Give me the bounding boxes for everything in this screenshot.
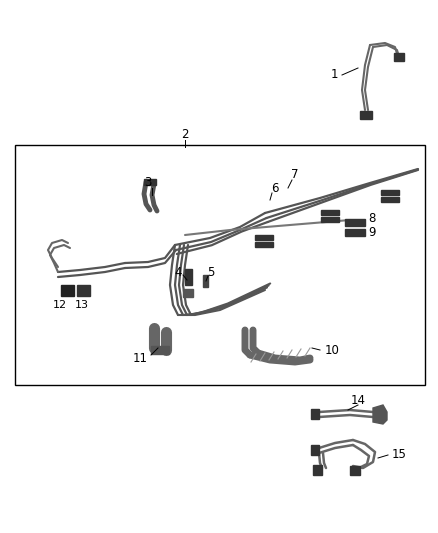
Bar — [360, 111, 372, 119]
Text: 3: 3 — [144, 176, 152, 190]
Text: 1: 1 — [331, 69, 338, 82]
Bar — [321, 216, 339, 222]
Bar — [345, 229, 365, 236]
Bar — [350, 465, 360, 474]
Text: 14: 14 — [350, 393, 365, 407]
Text: 13: 13 — [75, 300, 89, 310]
Bar — [311, 409, 319, 419]
Text: 6: 6 — [271, 182, 279, 195]
Bar — [311, 445, 319, 455]
Bar — [77, 285, 89, 295]
Bar — [202, 275, 208, 287]
Bar — [60, 285, 74, 295]
Bar — [381, 190, 399, 195]
Text: 15: 15 — [392, 448, 407, 462]
Text: 11: 11 — [133, 351, 148, 365]
Bar — [321, 209, 339, 214]
Bar — [183, 289, 193, 297]
Text: 2: 2 — [181, 128, 189, 141]
Bar — [144, 179, 156, 185]
Bar — [381, 197, 399, 201]
Bar — [394, 53, 404, 61]
Bar — [255, 235, 273, 239]
Text: 8: 8 — [368, 212, 375, 224]
Text: 9: 9 — [368, 225, 375, 238]
Text: 12: 12 — [53, 300, 67, 310]
Bar — [184, 269, 191, 285]
Text: 10: 10 — [325, 343, 340, 357]
Text: 4: 4 — [174, 265, 182, 279]
Bar — [151, 346, 169, 354]
Polygon shape — [373, 405, 387, 424]
Text: 7: 7 — [291, 168, 299, 182]
Bar — [345, 219, 365, 225]
Text: 5: 5 — [207, 265, 215, 279]
Bar — [312, 465, 321, 475]
Bar — [255, 241, 273, 246]
Bar — [15, 145, 425, 385]
